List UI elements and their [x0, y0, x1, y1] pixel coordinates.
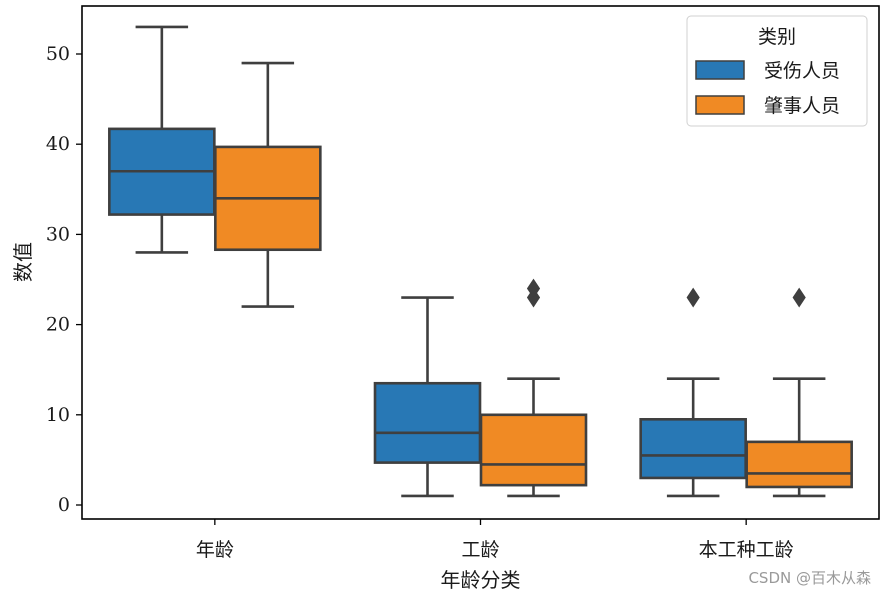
x-axis-ticks: 年龄 工龄 本工种工龄	[196, 519, 794, 561]
box-iqr	[745, 440, 853, 489]
y-axis-label: 数值	[11, 242, 35, 282]
legend-swatch-injured	[695, 60, 745, 80]
legend-label-injured: 受伤人员	[764, 60, 840, 82]
watermark: CSDN @百木从森	[748, 569, 871, 587]
y-tick-label: 10	[46, 404, 70, 426]
legend-swatch-culprit	[695, 95, 745, 115]
outlier-marker	[686, 287, 700, 308]
y-axis-ticks: 0 10 20 30 40 50	[46, 43, 82, 516]
box-0-0	[108, 25, 216, 254]
x-tick-label: 工龄	[461, 539, 499, 561]
legend: 类别 受伤人员 肇事人员	[686, 15, 868, 127]
box-1-1	[479, 278, 588, 498]
x-tick-label: 年龄	[196, 539, 234, 561]
legend-label-culprit: 肇事人员	[764, 95, 840, 117]
y-tick-label: 20	[46, 314, 70, 336]
box-iqr	[373, 381, 482, 464]
x-tick-label: 本工种工龄	[699, 539, 794, 561]
box-iqr	[639, 418, 747, 480]
y-tick-label: 30	[46, 223, 70, 245]
y-tick-label: 50	[46, 43, 70, 65]
outlier-marker	[526, 278, 541, 299]
box-1-2	[745, 287, 853, 498]
outlier-marker	[792, 287, 806, 308]
box-0-1	[373, 296, 482, 498]
legend-title: 类别	[758, 26, 796, 48]
y-tick-label: 40	[46, 133, 70, 155]
box-1-0	[214, 61, 322, 308]
x-axis-label: 年龄分类	[441, 568, 521, 592]
boxes-layer	[108, 25, 853, 498]
box-iqr	[479, 413, 588, 487]
y-tick-label: 0	[58, 494, 70, 516]
box-0-2	[639, 287, 747, 498]
